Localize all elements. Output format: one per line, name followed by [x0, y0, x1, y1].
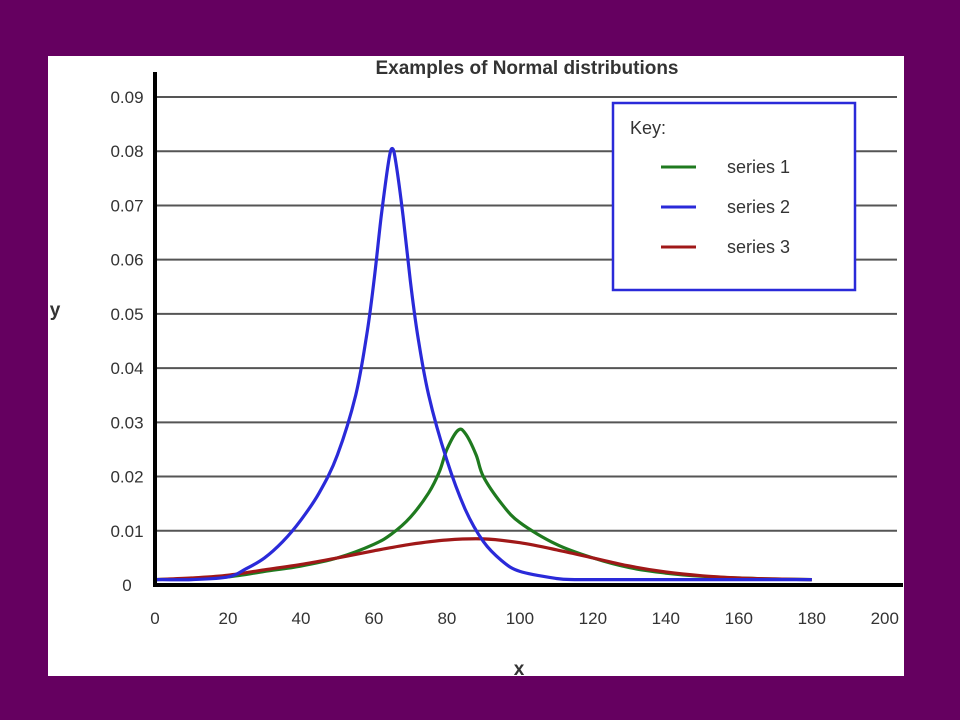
- y-tick-label: 0.09: [110, 88, 143, 107]
- y-tick-label: 0.01: [110, 522, 143, 541]
- y-tick-label: 0.04: [110, 359, 143, 378]
- tick-labels: 0 0.01 0.02 0.03 0.04 0.05 0.06 0.07 0.08 0.09 0 20…: [110, 88, 898, 628]
- x-tick-label: 200: [871, 609, 899, 628]
- legend-label: series 2: [727, 197, 790, 217]
- series-1-line: [154, 427, 812, 582]
- legend-box: [611, 101, 857, 292]
- y-tick-label: 0.05: [110, 305, 143, 324]
- x-tick-label: 0: [150, 609, 159, 628]
- legend-label: series 1: [727, 157, 790, 177]
- x-tick-label: 100: [506, 609, 534, 628]
- chart-title: Examples of Normal distributions: [376, 58, 679, 79]
- x-tick-label: 160: [725, 609, 753, 628]
- x-tick-label: 120: [579, 609, 607, 628]
- y-tick-label: 0.07: [110, 196, 143, 215]
- series-lines: [154, 146, 812, 582]
- legend-items: series 1 series 2 series 3: [661, 157, 790, 257]
- y-tick-label: 0.03: [110, 413, 143, 432]
- y-tick-label: 0.06: [110, 251, 143, 270]
- x-tick-label: 60: [364, 609, 383, 628]
- x-tick-label: 140: [652, 609, 680, 628]
- x-tick-label: 80: [437, 609, 456, 628]
- y-axis-title: y: [50, 300, 61, 321]
- y-tick-label: 0.02: [110, 468, 143, 487]
- series-2-line: [154, 146, 812, 582]
- y-tick-label: 0: [122, 576, 131, 595]
- x-tick-label: 20: [219, 609, 238, 628]
- axes: [153, 72, 903, 587]
- legend-label: series 3: [727, 237, 790, 257]
- legend: Key: series 1 series 2 series 3: [611, 101, 857, 292]
- y-tick-label: 0.08: [110, 142, 143, 161]
- legend-title: Key:: [630, 118, 666, 138]
- x-tick-label: 180: [798, 609, 826, 628]
- x-axis-title: x: [514, 659, 525, 680]
- x-tick-label: 40: [291, 609, 310, 628]
